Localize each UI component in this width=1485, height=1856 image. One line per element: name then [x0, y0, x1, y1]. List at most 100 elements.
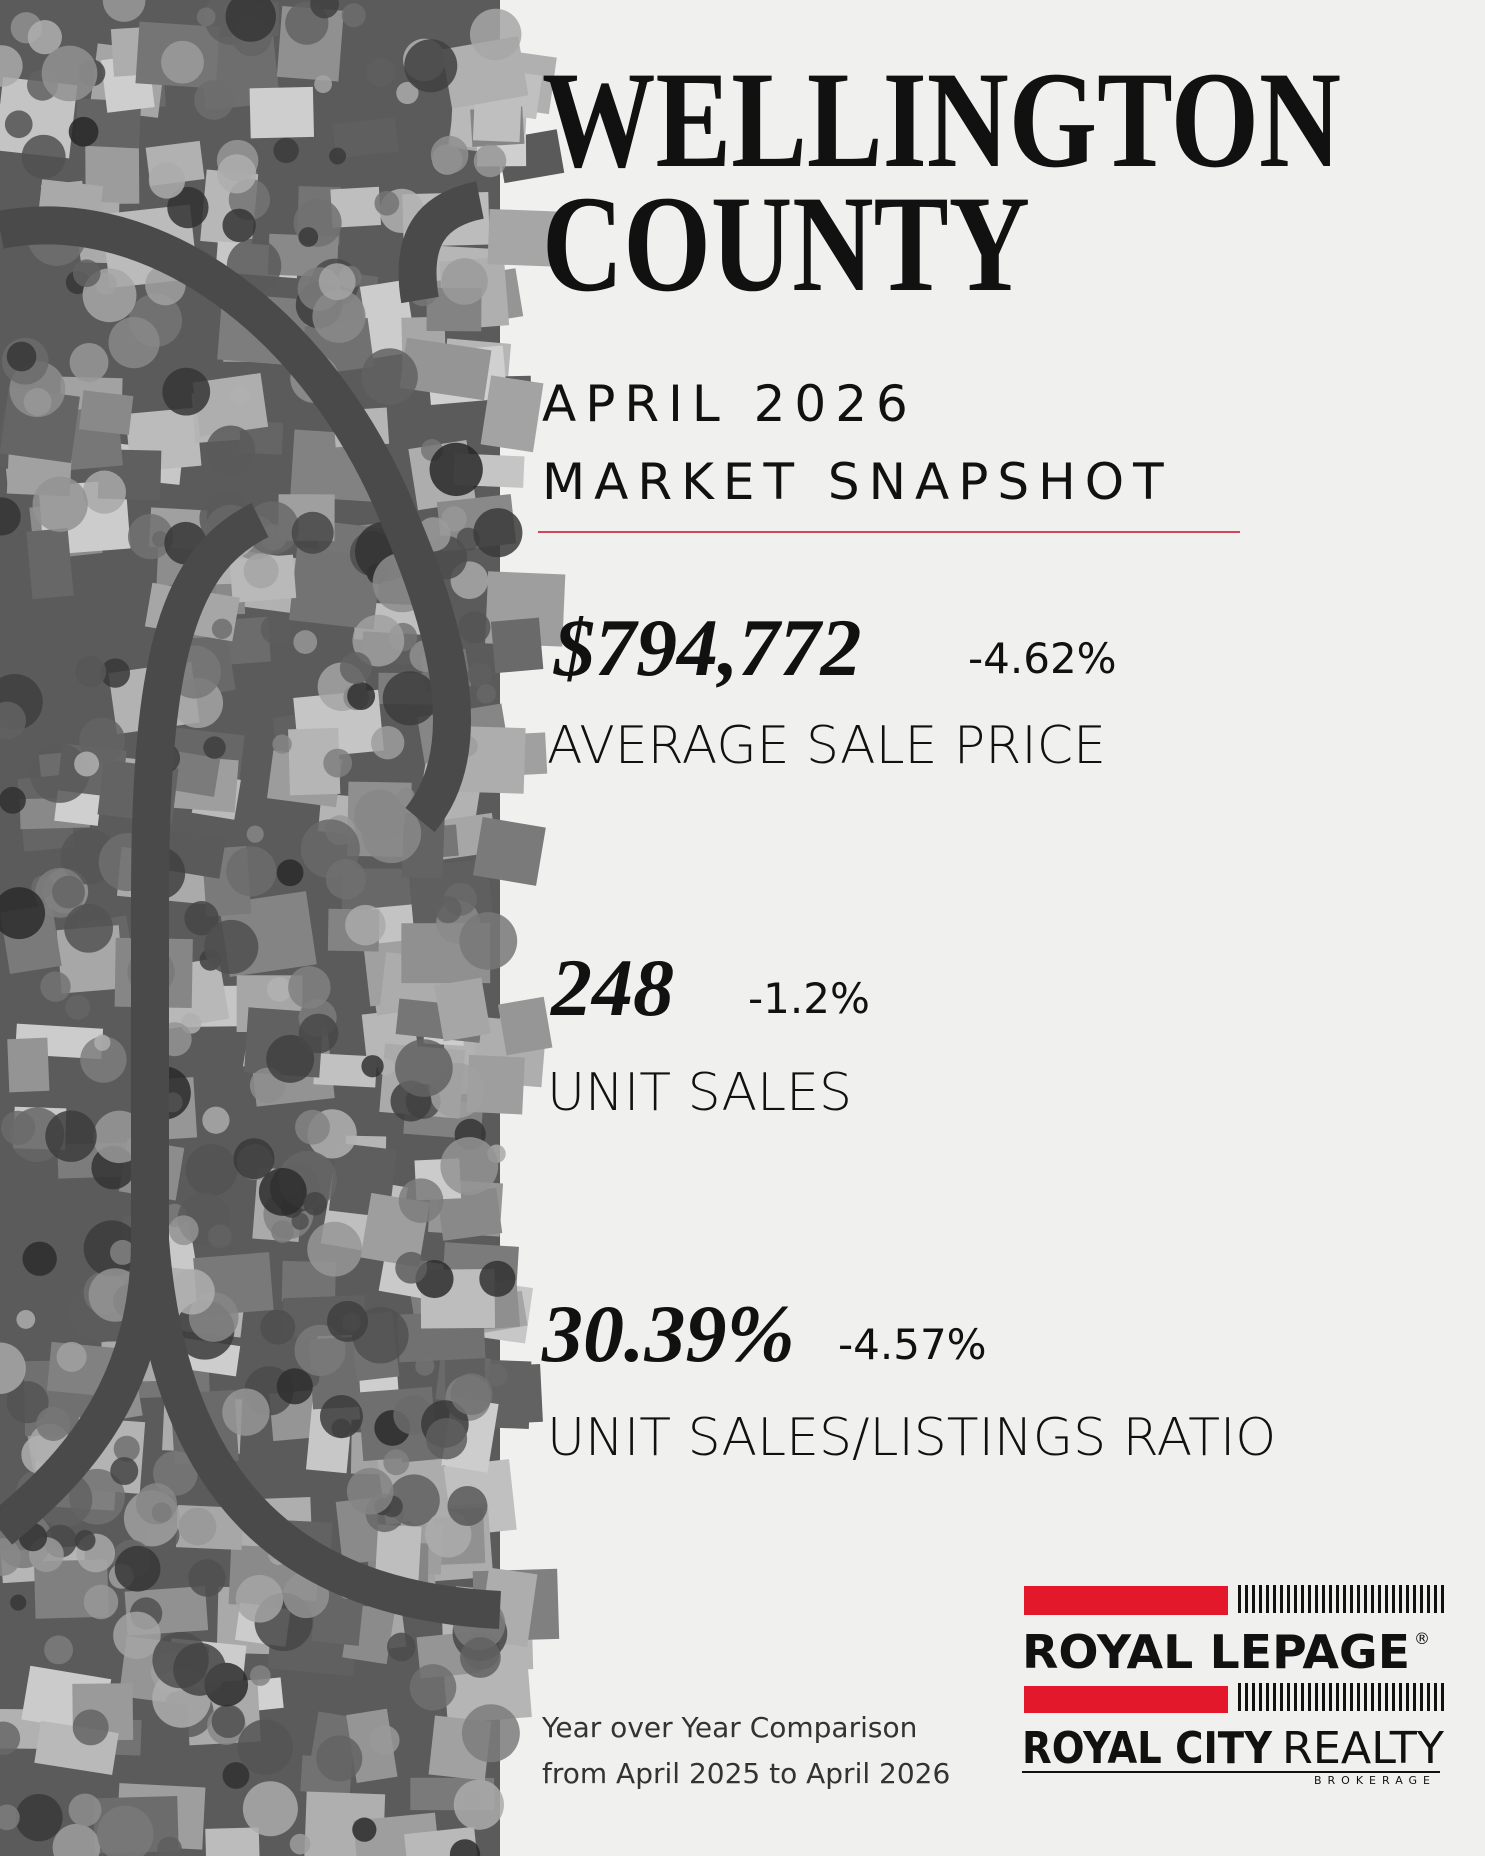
tree — [222, 208, 256, 242]
tree — [449, 1839, 481, 1856]
tree — [371, 726, 405, 760]
tree — [312, 289, 366, 343]
house — [399, 337, 492, 401]
stripe — [1273, 1683, 1276, 1711]
tree — [157, 1836, 183, 1856]
tree — [0, 1342, 26, 1394]
logo-mark: ® — [1414, 1629, 1430, 1648]
tree — [44, 1635, 74, 1665]
tree — [298, 1013, 339, 1054]
tree — [40, 971, 71, 1002]
tree — [188, 1559, 226, 1597]
tree — [185, 1144, 238, 1196]
tree — [113, 1611, 161, 1660]
tree — [82, 470, 126, 514]
stripe — [1343, 1585, 1346, 1613]
tree — [366, 57, 395, 87]
house — [437, 1187, 503, 1241]
tree — [383, 1449, 410, 1476]
tree — [458, 611, 491, 644]
tree — [323, 748, 353, 778]
stripe — [1266, 1585, 1269, 1613]
tree — [0, 45, 23, 87]
stripe — [1259, 1683, 1262, 1711]
tree — [168, 1215, 199, 1246]
tree — [113, 1435, 140, 1462]
tree — [316, 1735, 363, 1782]
tree — [361, 348, 418, 405]
tree — [374, 190, 400, 216]
stripe — [1364, 1585, 1367, 1613]
tree — [258, 1168, 307, 1216]
house — [332, 117, 399, 159]
tree — [222, 1762, 250, 1789]
house — [78, 390, 134, 436]
tree — [346, 1467, 394, 1515]
stripe — [1238, 1683, 1241, 1711]
stripe — [1315, 1683, 1318, 1711]
tree — [453, 1779, 504, 1830]
tree — [273, 137, 299, 164]
tree — [64, 903, 114, 953]
tree — [243, 553, 279, 589]
logo-brand: ROYAL LEPAGE — [1022, 1625, 1410, 1679]
tree — [246, 825, 264, 843]
stripe — [1308, 1683, 1311, 1711]
stat-value: $794,772 — [553, 602, 862, 693]
tree — [100, 658, 131, 688]
tree — [0, 1538, 21, 1576]
tree — [153, 1450, 198, 1496]
stripe — [1322, 1683, 1325, 1711]
tree — [217, 154, 257, 194]
stripe — [1245, 1683, 1248, 1711]
tree — [434, 896, 462, 924]
tree — [52, 1823, 101, 1856]
tree — [459, 912, 518, 970]
stripe — [1287, 1585, 1290, 1613]
stripe — [1385, 1683, 1388, 1711]
tree — [352, 614, 405, 667]
tree — [272, 734, 292, 754]
stripe — [1357, 1585, 1360, 1613]
tree — [361, 803, 422, 864]
stat-label: UNIT SALES — [547, 1063, 852, 1123]
tree — [345, 904, 386, 946]
tree — [266, 977, 292, 1002]
tree — [127, 514, 174, 560]
stat-change: -1.2% — [748, 974, 870, 1023]
tree — [0, 1804, 20, 1831]
stripe — [1392, 1585, 1395, 1613]
tree — [36, 1406, 71, 1441]
stripe — [1252, 1585, 1255, 1613]
house — [26, 527, 74, 600]
stripe — [1294, 1683, 1297, 1711]
tree — [314, 75, 333, 94]
tree — [196, 7, 216, 27]
tree — [45, 1110, 97, 1162]
tree — [288, 966, 331, 1009]
tree — [0, 786, 26, 814]
tree — [429, 442, 483, 497]
tree — [94, 1034, 111, 1051]
house — [249, 86, 315, 139]
subtitle: APRIL 2026 — [542, 375, 917, 433]
tree — [430, 135, 469, 174]
stripe — [1420, 1585, 1423, 1613]
stripe — [1336, 1585, 1339, 1613]
tree — [222, 1388, 270, 1436]
stripe — [1350, 1683, 1353, 1711]
tree — [15, 1793, 63, 1842]
stripe — [1266, 1683, 1269, 1711]
tree — [16, 1310, 36, 1329]
tree — [83, 1584, 119, 1620]
tree — [318, 263, 356, 301]
tree — [396, 787, 415, 806]
tree — [6, 1381, 49, 1424]
tree — [260, 1309, 296, 1345]
stripe — [1434, 1683, 1437, 1711]
tree — [22, 1241, 57, 1276]
tree — [291, 511, 334, 554]
house — [487, 209, 561, 267]
tree — [80, 1036, 127, 1083]
footnote: Year over Year Comparison — [541, 1711, 917, 1744]
